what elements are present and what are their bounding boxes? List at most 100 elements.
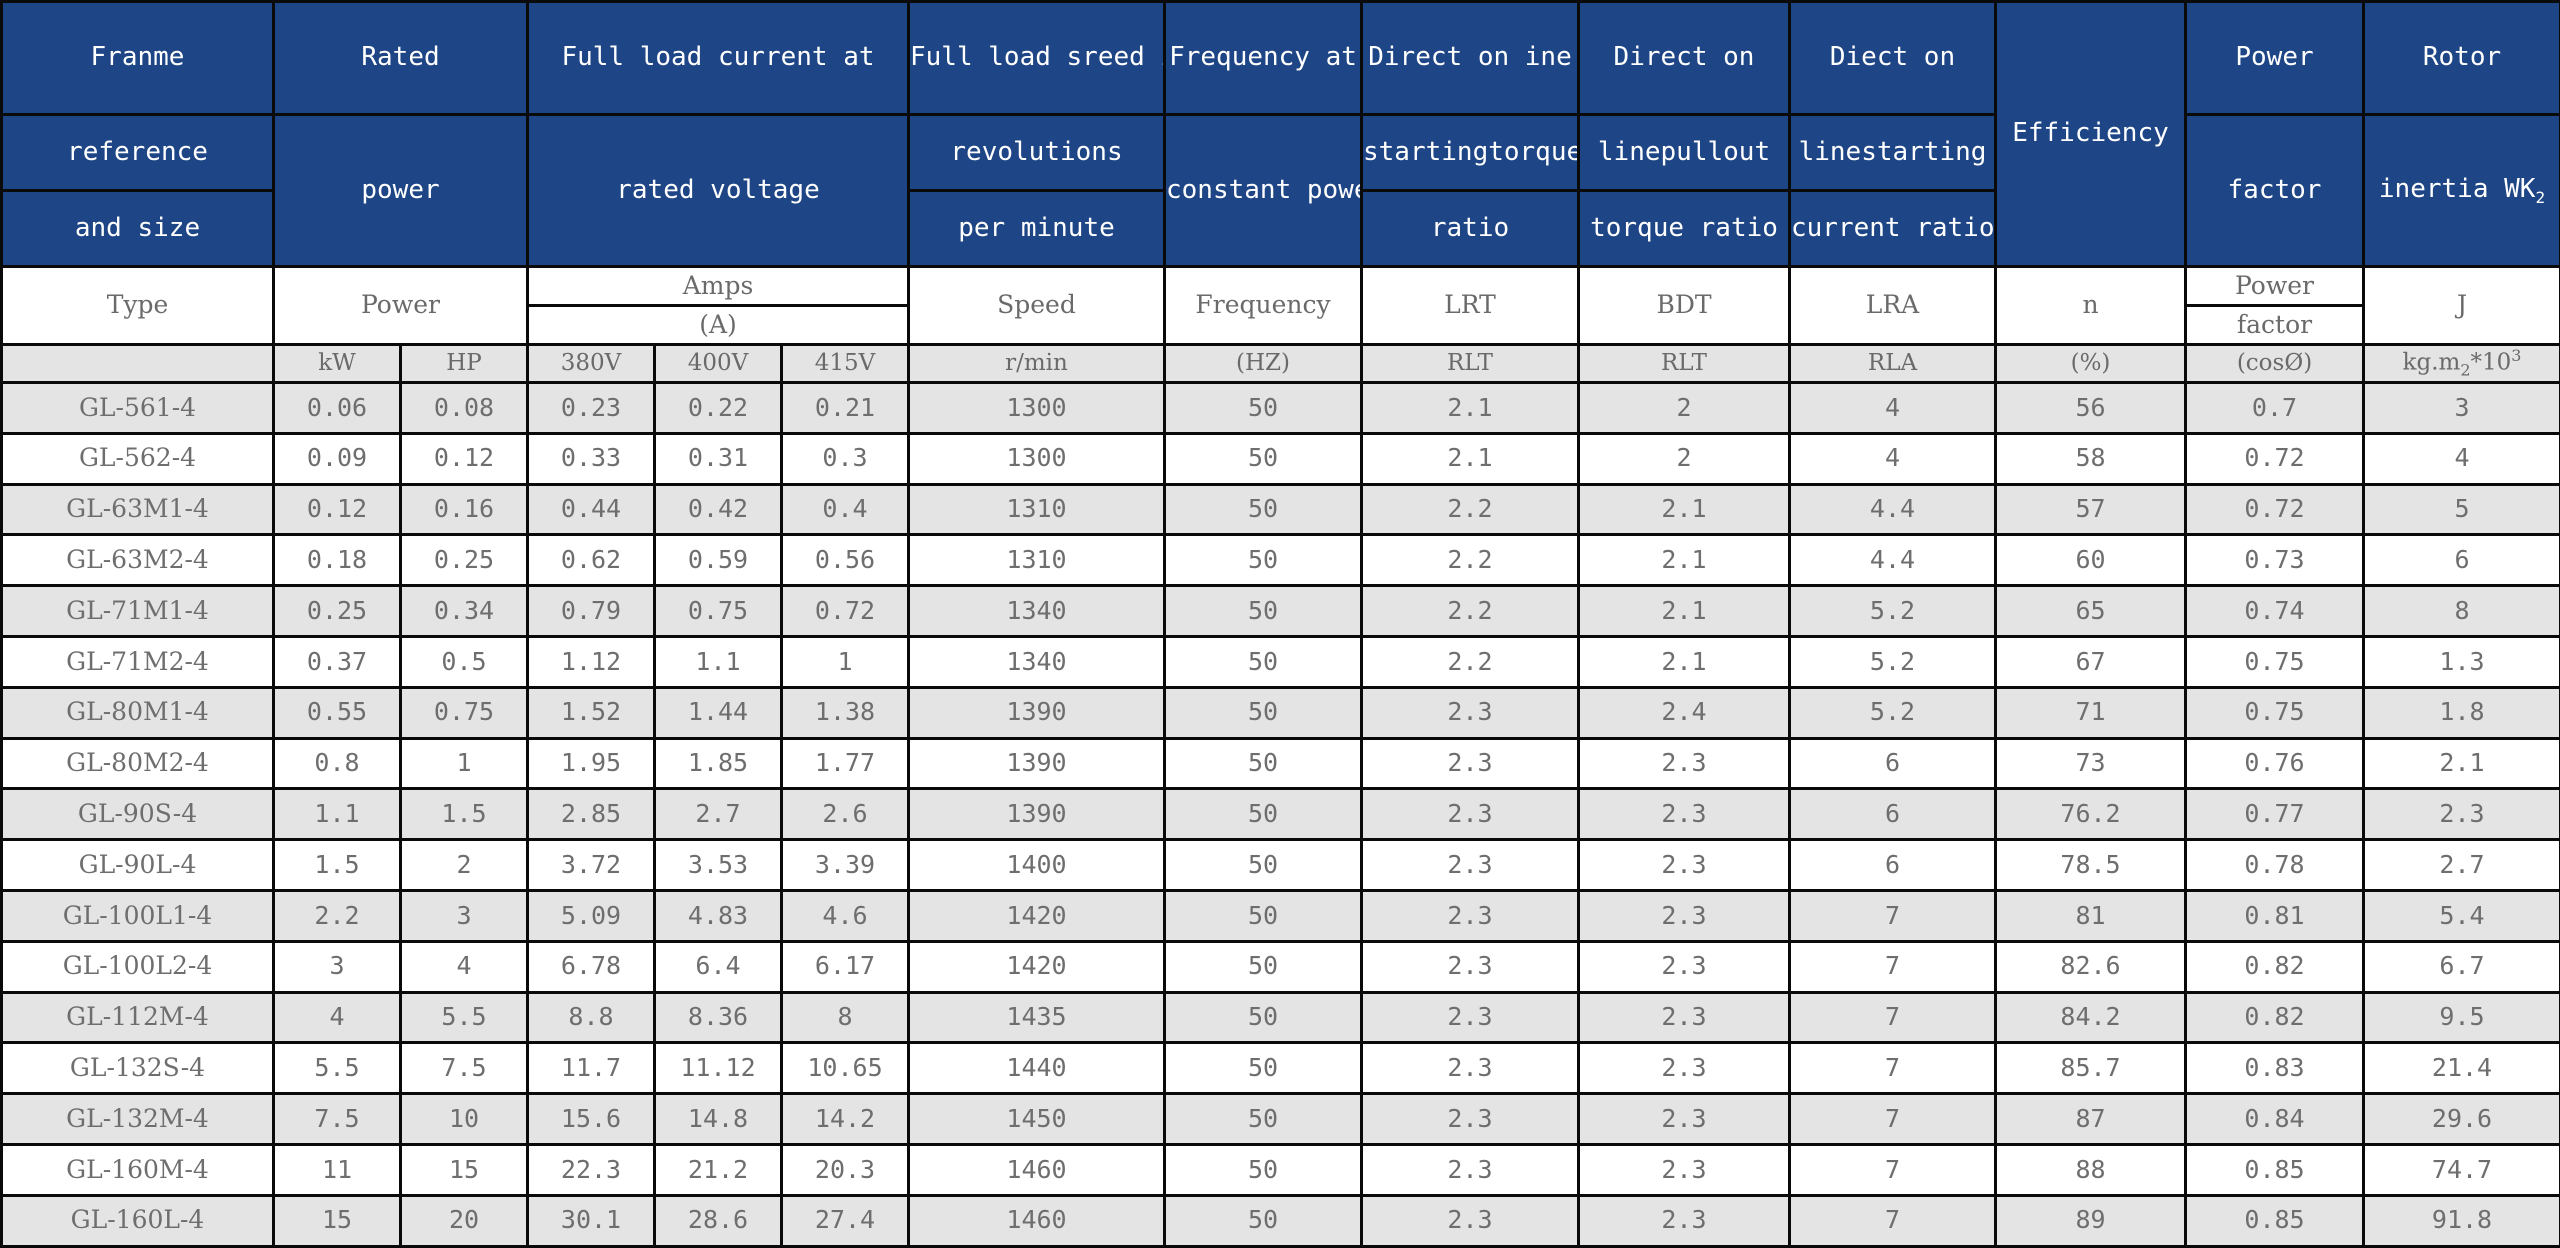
cell-lra: 7 <box>1790 992 1996 1043</box>
cell-frequency: 50 <box>1165 433 1362 484</box>
unit-blank <box>2 345 274 383</box>
cell-speed: 1460 <box>909 1145 1165 1196</box>
cell-efficiency: 71 <box>1996 687 2186 738</box>
cell-type: GL-63M2-4 <box>2 535 274 586</box>
cell-speed: 1460 <box>909 1195 1165 1246</box>
cell-speed: 1420 <box>909 891 1165 942</box>
unit-kgm-b: *10 <box>2471 350 2512 376</box>
cell-power-factor: 0.77 <box>2186 789 2364 840</box>
cell-power-factor: 0.85 <box>2186 1145 2364 1196</box>
cell-power-factor: 0.78 <box>2186 840 2364 891</box>
cell-amps-415v: 0.56 <box>782 535 909 586</box>
cell-speed: 1390 <box>909 789 1165 840</box>
cell-hp: 0.08 <box>401 383 528 434</box>
cell-hp: 5.5 <box>401 992 528 1043</box>
cell-amps-400v: 8.36 <box>655 992 782 1043</box>
cell-amps-400v: 2.7 <box>655 789 782 840</box>
cell-lrt: 2.3 <box>1362 1195 1579 1246</box>
cell-bdt: 2 <box>1579 433 1790 484</box>
cell-efficiency: 58 <box>1996 433 2186 484</box>
header-speed-2: revolutions <box>909 115 1165 191</box>
header-inertia-2-sub: 2 <box>2535 188 2545 207</box>
cell-hp: 4 <box>401 941 528 992</box>
cell-kw: 4 <box>274 992 401 1043</box>
cell-speed: 1300 <box>909 433 1165 484</box>
cell-bdt: 2.1 <box>1579 484 1790 535</box>
sub-amps: Amps <box>528 267 909 306</box>
cell-amps-400v: 0.59 <box>655 535 782 586</box>
cell-power-factor: 0.72 <box>2186 433 2364 484</box>
cell-speed: 1390 <box>909 738 1165 789</box>
cell-lrt: 2.1 <box>1362 383 1579 434</box>
cell-kw: 0.8 <box>274 738 401 789</box>
cell-hp: 10 <box>401 1094 528 1145</box>
unit-400v: 400V <box>655 345 782 383</box>
header-efficiency: Efficiency <box>1996 2 2186 267</box>
unit-rlt-lrt: RLT <box>1362 345 1579 383</box>
header-pullout-3: torque ratio <box>1579 191 1790 267</box>
sub-pf-2: factor <box>2186 306 2364 345</box>
cell-hp: 2 <box>401 840 528 891</box>
cell-efficiency: 85.7 <box>1996 1043 2186 1094</box>
cell-amps-415v: 0.3 <box>782 433 909 484</box>
cell-amps-415v: 1 <box>782 637 909 688</box>
cell-hp: 3 <box>401 891 528 942</box>
cell-type: GL-80M1-4 <box>2 687 274 738</box>
cell-amps-380v: 8.8 <box>528 992 655 1043</box>
cell-amps-400v: 0.42 <box>655 484 782 535</box>
cell-lrt: 2.2 <box>1362 484 1579 535</box>
cell-efficiency: 89 <box>1996 1195 2186 1246</box>
header-start-current-3: current ratio <box>1790 191 1996 267</box>
cell-type: GL-71M1-4 <box>2 586 274 637</box>
cell-lrt: 2.3 <box>1362 1094 1579 1145</box>
sub-amps-unit: (A) <box>528 306 909 345</box>
cell-lra: 7 <box>1790 1043 1996 1094</box>
cell-power-factor: 0.73 <box>2186 535 2364 586</box>
cell-hp: 20 <box>401 1195 528 1246</box>
cell-frequency: 50 <box>1165 738 1362 789</box>
cell-inertia: 2.7 <box>2364 840 2560 891</box>
header-frame-1: Franme <box>2 2 274 115</box>
cell-inertia: 9.5 <box>2364 992 2560 1043</box>
unit-380v: 380V <box>528 345 655 383</box>
cell-lrt: 2.3 <box>1362 840 1579 891</box>
cell-frequency: 50 <box>1165 840 1362 891</box>
cell-amps-400v: 0.31 <box>655 433 782 484</box>
cell-type: GL-71M2-4 <box>2 637 274 688</box>
cell-frequency: 50 <box>1165 1145 1362 1196</box>
cell-amps-380v: 2.85 <box>528 789 655 840</box>
unit-415v: 415V <box>782 345 909 383</box>
cell-bdt: 2.3 <box>1579 738 1790 789</box>
cell-type: GL-160L-4 <box>2 1195 274 1246</box>
cell-hp: 15 <box>401 1145 528 1196</box>
cell-frequency: 50 <box>1165 789 1362 840</box>
cell-speed: 1340 <box>909 637 1165 688</box>
cell-lrt: 2.3 <box>1362 687 1579 738</box>
cell-type: GL-562-4 <box>2 433 274 484</box>
cell-bdt: 2.3 <box>1579 789 1790 840</box>
cell-bdt: 2.3 <box>1579 1043 1790 1094</box>
cell-amps-415v: 27.4 <box>782 1195 909 1246</box>
cell-amps-400v: 1.1 <box>655 637 782 688</box>
sub-frequency: Frequency <box>1165 267 1362 345</box>
cell-amps-380v: 6.78 <box>528 941 655 992</box>
cell-frequency: 50 <box>1165 383 1362 434</box>
cell-amps-380v: 0.79 <box>528 586 655 637</box>
cell-speed: 1390 <box>909 687 1165 738</box>
cell-bdt: 2.1 <box>1579 586 1790 637</box>
cell-efficiency: 82.6 <box>1996 941 2186 992</box>
cell-efficiency: 73 <box>1996 738 2186 789</box>
cell-lra: 4 <box>1790 383 1996 434</box>
sub-lra: LRA <box>1790 267 1996 345</box>
cell-inertia: 1.3 <box>2364 637 2560 688</box>
cell-inertia: 4 <box>2364 433 2560 484</box>
header-start-current-2: linestarting <box>1790 115 1996 191</box>
cell-hp: 0.16 <box>401 484 528 535</box>
header-start-current-1: Diect on <box>1790 2 1996 115</box>
